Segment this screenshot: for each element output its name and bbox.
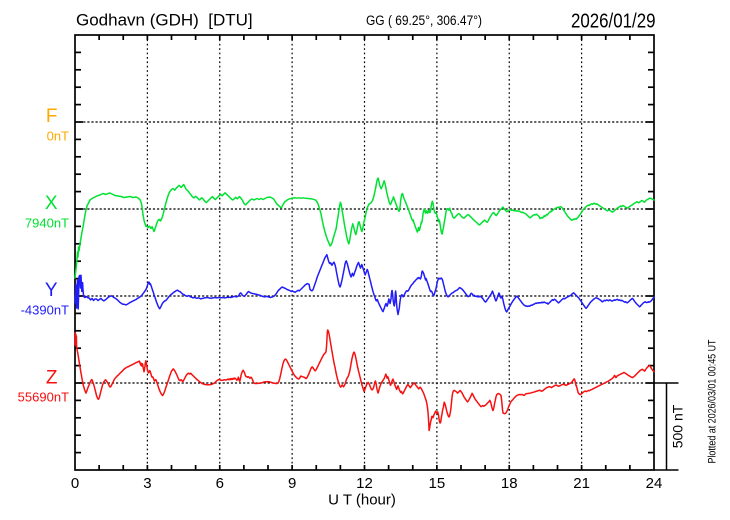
svg-text:0: 0 xyxy=(71,475,79,492)
svg-text:0nT: 0nT xyxy=(47,129,69,144)
svg-text:24: 24 xyxy=(646,475,663,492)
svg-text:21: 21 xyxy=(573,475,590,492)
svg-text:15: 15 xyxy=(429,475,446,492)
svg-text:-4390nT: -4390nT xyxy=(21,303,69,318)
svg-text:2026/01/29: 2026/01/29 xyxy=(571,10,656,33)
svg-text:F: F xyxy=(46,106,58,127)
svg-text:X: X xyxy=(45,193,58,214)
svg-text:Godhavn (GDH) [DTU]: Godhavn (GDH) [DTU] xyxy=(76,11,253,30)
svg-text:12: 12 xyxy=(356,475,373,492)
svg-text:Y: Y xyxy=(45,280,58,301)
svg-text:GG ( 69.25°, 306.47°): GG ( 69.25°, 306.47°) xyxy=(366,13,482,28)
svg-text:55690nT: 55690nT xyxy=(18,390,69,405)
svg-text:Plotted at 2026/03/01 00:45 UT: Plotted at 2026/03/01 00:45 UT xyxy=(707,339,719,463)
svg-text:7940nT: 7940nT xyxy=(25,216,69,231)
svg-text:6: 6 xyxy=(216,475,224,492)
svg-text:3: 3 xyxy=(143,475,151,492)
svg-text:9: 9 xyxy=(288,475,296,492)
svg-text:U T (hour): U T (hour) xyxy=(328,492,396,509)
svg-text:Z: Z xyxy=(46,368,58,389)
svg-text:500 nT: 500 nT xyxy=(670,404,686,448)
svg-text:18: 18 xyxy=(501,475,518,492)
